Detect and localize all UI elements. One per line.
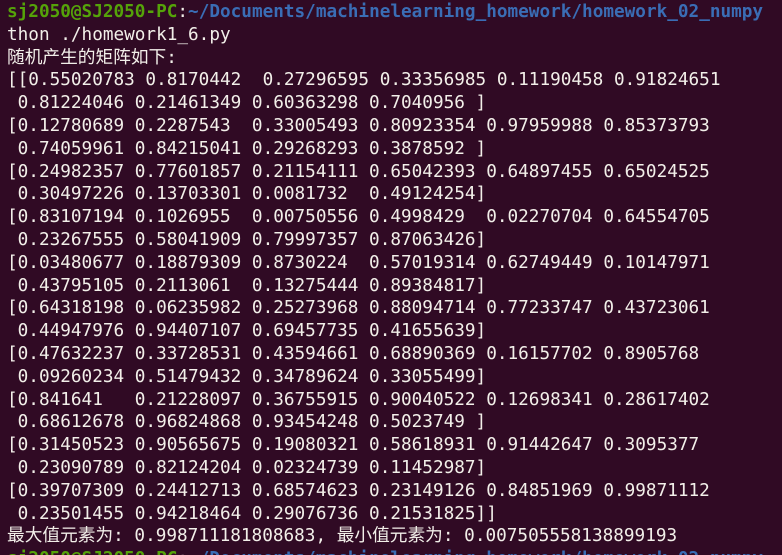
terminal-output-line: [0.841641 0.21228097 0.36755915 0.900405… [7,389,710,410]
terminal-output-line: 0.23090789 0.82124204 0.02324739 0.11452… [7,457,487,478]
terminal-output-line: 0.68612678 0.96824868 0.93454248 0.50237… [7,412,487,433]
terminal-output-line: 0.44947976 0.94407107 0.69457735 0.41655… [7,321,487,342]
terminal-output-line: 0.74059961 0.84215041 0.29268293 0.38785… [7,138,487,159]
terminal-output-line: [0.83107194 0.1026955 0.00750556 0.49984… [7,207,710,228]
terminal-output-line: [0.47632237 0.33728531 0.43594661 0.6889… [7,343,700,364]
terminal-output-line: 0.23501455 0.94218464 0.29076736 0.21531… [7,503,497,524]
prompt-colon: : [177,549,188,555]
terminal-output-line: 随机产生的矩阵如下: [7,47,177,68]
terminal-output-line: [0.03480677 0.18879309 0.8730224 0.57019… [7,252,710,273]
terminal-output-line: 0.23267555 0.58041909 0.79997357 0.87063… [7,229,487,250]
terminal-output-line: [[0.55020783 0.8170442 0.27296595 0.3335… [7,70,721,91]
prompt-colon: : [177,2,189,22]
prompt-path: ~/Documents/machinelearning_homework/hom… [188,2,764,22]
prompt-user-host: sj2050@SJ2050-PC [7,549,177,555]
terminal-output-line: [0.24982357 0.77601857 0.21154111 0.6504… [7,161,710,182]
terminal-output-line: 0.09260234 0.51479432 0.34789624 0.33055… [7,366,487,387]
terminal-output-line: 0.43795105 0.2113061 0.13275444 0.893848… [7,275,487,296]
terminal-output-line: 最大值元素为: 0.998711181808683, 最小值元素为: 0.007… [7,526,678,547]
prompt-user-host: sj2050@SJ2050-PC [7,2,178,22]
prompt-line: sj2050@SJ2050-PC:~/Documents/machinelear… [7,1,782,24]
prompt-line: sj2050@SJ2050-PC:~/Documents/machinelear… [7,548,782,555]
terminal-output-line: [0.31450523 0.90565675 0.19080321 0.5861… [7,435,700,456]
terminal-output-line: [0.39707309 0.24412713 0.68574623 0.2314… [7,480,710,501]
terminal-output-line: thon ./homework1_6.py [7,24,231,45]
terminal-output-line: [0.12780689 0.2287543 0.33005493 0.80923… [7,115,710,136]
terminal-output-line: [0.64318198 0.06235982 0.25273968 0.8809… [7,298,710,319]
terminal-output-line: 0.30497226 0.13703301 0.0081732 0.491242… [7,184,487,205]
terminal-output-line: 0.81224046 0.21461349 0.60363298 0.70409… [7,93,487,114]
prompt-path: ~/Documents/machinelearning_homework/hom… [188,549,763,555]
